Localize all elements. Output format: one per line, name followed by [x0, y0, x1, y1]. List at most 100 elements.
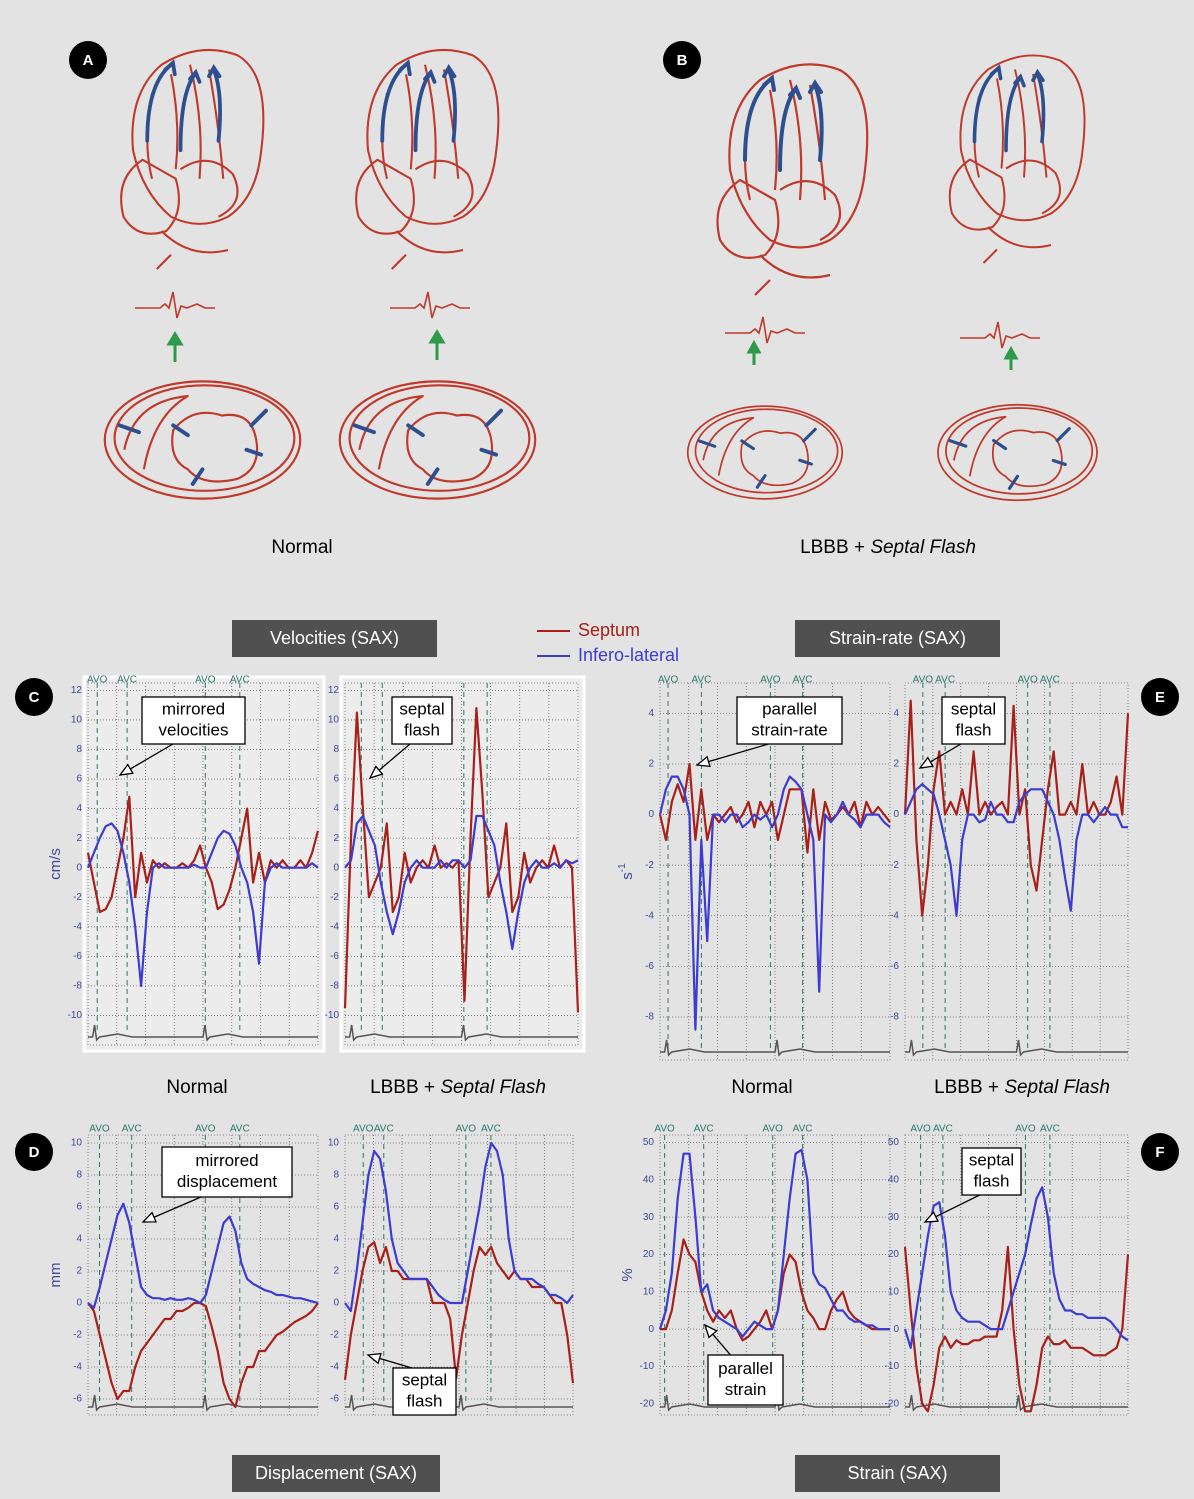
- y-tick-label: 4: [76, 1234, 82, 1245]
- y-tick-label: 2: [76, 833, 82, 844]
- ecg-trace: [660, 1039, 890, 1057]
- y-tick-label: -6: [330, 951, 339, 962]
- caption: Normal: [166, 1077, 227, 1098]
- y-tick-label: 0: [76, 1298, 82, 1309]
- y-tick-label: 8: [333, 744, 339, 755]
- y-tick-label: -8: [73, 981, 82, 992]
- annotation-box: [141, 696, 246, 745]
- event-label: AVO: [87, 675, 108, 686]
- chart: -6 -4 -2 0 2 4 6 8 10 mm AVO AVC AVO AVC mirrored displ…: [47, 1124, 319, 1416]
- annotation-box: [161, 1146, 293, 1198]
- event-label: AVC: [117, 675, 137, 686]
- chart: -10 -8 -6 -4 -2 0 2 4 6 8 10 12 cm/s AVO AVC AVO AVC mirr…: [47, 675, 326, 1053]
- event-label: AVC: [230, 675, 250, 686]
- event-label: AVO: [195, 675, 216, 686]
- event-label: AVC: [122, 1124, 142, 1135]
- y-tick-label: 10: [71, 715, 83, 726]
- annotation-arrowhead: [695, 755, 711, 768]
- y-tick-label: -2: [890, 860, 899, 871]
- y-tick-label: -4: [330, 1362, 339, 1373]
- y-tick-label: 2: [333, 833, 339, 844]
- y-tick-label: 20: [643, 1249, 655, 1260]
- annotation-arrowhead: [366, 1352, 382, 1365]
- y-tick-label: 0: [333, 1298, 339, 1309]
- y-tick-label: 4: [76, 803, 82, 814]
- ecg-trace: [88, 1024, 318, 1042]
- data-line: [87, 1202, 319, 1309]
- caption: LBBB + Septal Flash: [800, 537, 976, 558]
- y-tick-label: -6: [890, 961, 899, 972]
- section-header-box: [232, 620, 437, 657]
- y-axis-label-superscript: -1: [617, 863, 628, 872]
- legend: Septum Infero-lateral: [537, 620, 679, 665]
- panel-badge: [15, 1133, 53, 1171]
- annotation-text: flash: [974, 1171, 1010, 1190]
- section-header-box: [232, 1455, 440, 1492]
- data-line: [344, 814, 579, 951]
- y-tick-label: 10: [328, 715, 340, 726]
- annotation-arrow: [935, 1194, 980, 1218]
- y-axis-label: mm: [47, 1263, 64, 1288]
- annotation-arrow: [379, 1357, 413, 1369]
- y-tick-label: -4: [73, 1362, 82, 1373]
- event-label: AVC: [1040, 1124, 1060, 1135]
- y-tick-label: -4: [73, 921, 82, 932]
- y-tick-label: -2: [645, 860, 654, 871]
- y-tick-label: -8: [330, 981, 339, 992]
- caption-part: Normal: [731, 1077, 792, 1098]
- y-tick-label: 0: [893, 809, 899, 820]
- annotation-arrow: [378, 743, 411, 771]
- annotation-box: [961, 1147, 1022, 1196]
- y-tick-label: 2: [648, 759, 654, 770]
- y-axis-label-text: s: [619, 872, 636, 880]
- plot-frame: [659, 682, 891, 1061]
- data-line: [903, 699, 1130, 917]
- data-line: [86, 822, 319, 987]
- y-tick-label: 6: [333, 774, 339, 785]
- y-axis-label-text: cm/s: [47, 848, 64, 880]
- y-tick-label: 6: [76, 1202, 82, 1213]
- y-tick-label: 4: [333, 1234, 339, 1245]
- y-tick-label: 10: [643, 1286, 655, 1297]
- y-tick-label: -10: [325, 1010, 340, 1021]
- y-tick-label: 2: [76, 1266, 82, 1277]
- y-tick-label: -10: [68, 1010, 83, 1021]
- y-tick-label: 8: [333, 1170, 339, 1181]
- caption: Normal: [731, 1077, 792, 1098]
- data-line: [903, 783, 1128, 917]
- y-axis-label: cm/s: [47, 848, 64, 880]
- y-tick-label: 4: [893, 708, 899, 719]
- y-tick-label: 40: [643, 1174, 655, 1185]
- y-tick-label: 0: [648, 1324, 654, 1335]
- section-header: Strain (SAX): [847, 1463, 947, 1483]
- plot-frame: [344, 1134, 574, 1416]
- annotation-text: septal: [969, 1150, 1014, 1169]
- event-label: AVC: [691, 675, 711, 686]
- data-line: [86, 795, 320, 914]
- y-tick-label: 2: [333, 1266, 339, 1277]
- panel-label: C: [29, 689, 40, 706]
- annotation-arrowhead: [923, 1211, 939, 1223]
- y-tick-label: 8: [76, 1170, 82, 1181]
- y-tick-label: 4: [648, 708, 654, 719]
- annotation-text: flash: [956, 720, 992, 739]
- event-label: AVC: [793, 675, 813, 686]
- ecg-trace: [345, 1024, 578, 1042]
- annotation-arrow: [153, 1196, 202, 1218]
- y-tick-label: -2: [330, 892, 339, 903]
- y-tick-label: -8: [890, 1012, 899, 1023]
- data-line: [903, 1186, 1129, 1349]
- ecg-trace: [905, 1039, 1128, 1057]
- y-tick-label: -4: [330, 921, 339, 932]
- chart: -8 -6 -4 -2 0 2 4 s-1 AVO AVC AVO AVC parallel strain…: [617, 675, 891, 1061]
- event-label: AVO: [456, 1124, 477, 1135]
- panel-label: D: [29, 1144, 40, 1161]
- annotation-text: strain: [725, 1380, 767, 1399]
- panel-label: B: [677, 52, 688, 69]
- panel-label: A: [83, 52, 94, 69]
- y-tick-label: 30: [888, 1212, 900, 1223]
- y-tick-label: 2: [893, 759, 899, 770]
- event-label: AVO: [763, 1124, 784, 1135]
- plot-frame: [904, 682, 1129, 1061]
- annotation-text: parallel: [718, 1359, 773, 1378]
